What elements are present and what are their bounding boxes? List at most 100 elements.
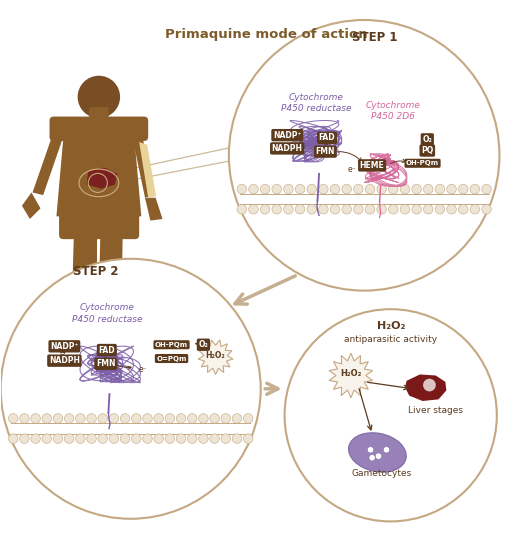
Circle shape xyxy=(285,309,497,521)
Circle shape xyxy=(42,434,52,444)
Circle shape xyxy=(412,184,421,194)
Circle shape xyxy=(244,434,253,444)
Circle shape xyxy=(143,434,152,444)
Circle shape xyxy=(143,414,152,423)
Circle shape xyxy=(87,434,96,444)
Circle shape xyxy=(319,184,328,194)
Polygon shape xyxy=(32,126,64,195)
Circle shape xyxy=(365,184,375,194)
Polygon shape xyxy=(405,375,446,401)
Circle shape xyxy=(435,184,445,194)
Circle shape xyxy=(482,184,491,194)
Circle shape xyxy=(165,414,174,423)
Circle shape xyxy=(377,184,386,194)
Circle shape xyxy=(76,434,85,444)
Circle shape xyxy=(237,204,246,214)
Circle shape xyxy=(78,76,120,118)
Circle shape xyxy=(459,184,468,194)
Circle shape xyxy=(9,414,18,423)
Circle shape xyxy=(365,204,375,214)
Circle shape xyxy=(198,434,208,444)
Circle shape xyxy=(20,414,29,423)
Text: FAD: FAD xyxy=(98,346,115,354)
Circle shape xyxy=(284,184,293,194)
Text: Cytochrome
P450 reductase: Cytochrome P450 reductase xyxy=(72,304,142,324)
Circle shape xyxy=(284,204,293,214)
Circle shape xyxy=(260,204,270,214)
Circle shape xyxy=(295,204,305,214)
Circle shape xyxy=(383,447,389,453)
Text: Cytochrome
P450 2D6: Cytochrome P450 2D6 xyxy=(366,101,421,121)
Circle shape xyxy=(307,184,317,194)
Circle shape xyxy=(319,204,328,214)
Text: O=PQm: O=PQm xyxy=(156,356,187,362)
Polygon shape xyxy=(198,340,233,375)
Circle shape xyxy=(342,184,352,194)
Polygon shape xyxy=(99,230,123,298)
Text: FMN: FMN xyxy=(96,360,115,368)
Text: FAD: FAD xyxy=(319,133,335,142)
Circle shape xyxy=(470,204,480,214)
Circle shape xyxy=(109,414,119,423)
Circle shape xyxy=(330,184,340,194)
Text: antiparasitic activity: antiparasitic activity xyxy=(344,335,437,344)
Circle shape xyxy=(98,414,107,423)
Text: Gametocytes: Gametocytes xyxy=(352,469,412,478)
Circle shape xyxy=(260,184,270,194)
FancyBboxPatch shape xyxy=(89,107,109,123)
Polygon shape xyxy=(87,167,118,189)
Text: e⁻: e⁻ xyxy=(103,351,111,361)
Text: NADP⁺: NADP⁺ xyxy=(50,342,79,351)
Circle shape xyxy=(31,414,40,423)
Circle shape xyxy=(369,455,375,461)
Circle shape xyxy=(272,204,281,214)
Text: STEP 2: STEP 2 xyxy=(73,265,119,278)
Circle shape xyxy=(131,414,141,423)
Text: O₂: O₂ xyxy=(422,135,432,144)
Text: O₂: O₂ xyxy=(198,340,209,349)
Text: Cytochrome
P450 reductase: Cytochrome P450 reductase xyxy=(281,93,352,113)
Circle shape xyxy=(412,204,421,214)
Circle shape xyxy=(388,204,398,214)
Circle shape xyxy=(272,184,281,194)
Circle shape xyxy=(109,434,119,444)
Text: NADPH: NADPH xyxy=(49,356,80,365)
Ellipse shape xyxy=(348,433,406,472)
Circle shape xyxy=(1,259,261,519)
Circle shape xyxy=(187,414,197,423)
Circle shape xyxy=(154,414,163,423)
Circle shape xyxy=(447,204,456,214)
Circle shape xyxy=(53,434,63,444)
Polygon shape xyxy=(139,142,156,198)
Circle shape xyxy=(368,447,373,453)
Circle shape xyxy=(64,434,74,444)
Circle shape xyxy=(210,414,219,423)
Text: Primaquine mode of action: Primaquine mode of action xyxy=(165,28,367,41)
Circle shape xyxy=(354,184,363,194)
Circle shape xyxy=(187,434,197,444)
Polygon shape xyxy=(145,198,163,221)
Text: e⁻: e⁻ xyxy=(347,165,356,174)
Circle shape xyxy=(64,414,74,423)
Text: Liver stages: Liver stages xyxy=(408,407,463,416)
Circle shape xyxy=(435,204,445,214)
Text: HEME: HEME xyxy=(360,161,385,170)
Circle shape xyxy=(154,434,163,444)
Text: NADPH: NADPH xyxy=(272,144,303,153)
Polygon shape xyxy=(132,126,155,198)
Circle shape xyxy=(176,414,186,423)
Circle shape xyxy=(400,204,410,214)
Circle shape xyxy=(354,204,363,214)
Circle shape xyxy=(229,20,500,291)
Circle shape xyxy=(120,434,130,444)
Circle shape xyxy=(248,184,258,194)
Circle shape xyxy=(307,204,317,214)
Circle shape xyxy=(482,204,491,214)
Text: OH-PQm: OH-PQm xyxy=(155,342,188,348)
Circle shape xyxy=(377,204,386,214)
Text: H₂O₂: H₂O₂ xyxy=(377,321,405,331)
Polygon shape xyxy=(56,126,142,216)
Circle shape xyxy=(221,414,230,423)
Circle shape xyxy=(76,414,85,423)
Circle shape xyxy=(423,379,436,391)
